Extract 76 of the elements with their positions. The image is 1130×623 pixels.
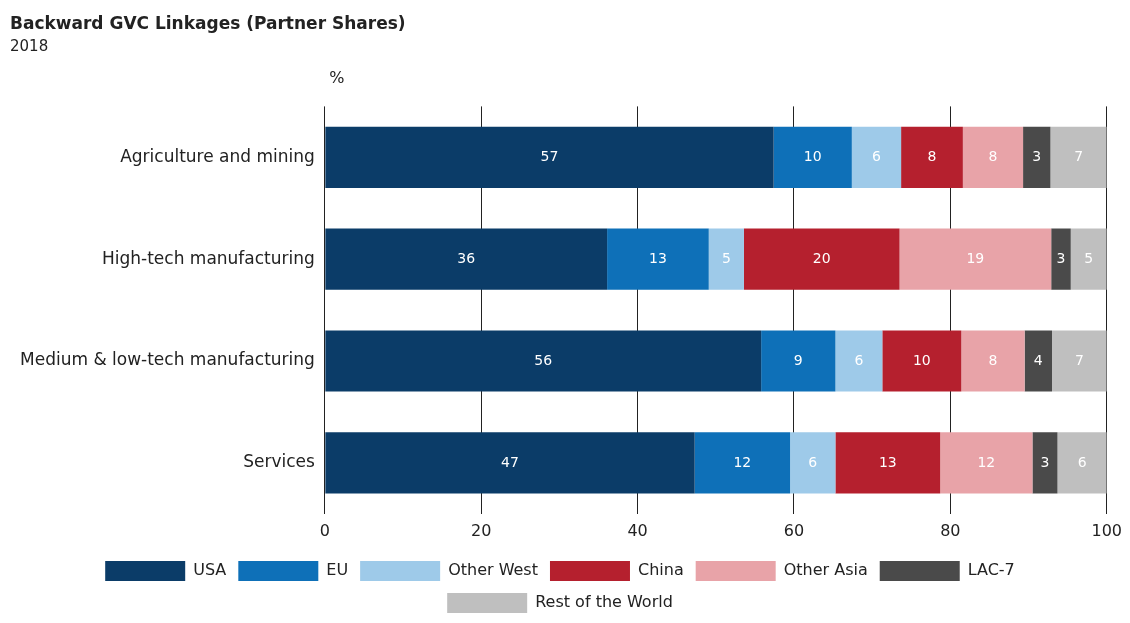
- data-label: 6: [1077, 453, 1087, 470]
- bar: [1050, 126, 1107, 188]
- bar: [325, 228, 608, 290]
- bar: [325, 432, 695, 494]
- legend-label: LAC-7: [967, 560, 1015, 580]
- data-label: 6: [854, 351, 864, 368]
- legend-label: Other Asia: [783, 560, 868, 580]
- bar: [607, 228, 709, 290]
- bar: [790, 432, 836, 494]
- legend-label: Other West: [448, 560, 538, 580]
- bar: [1032, 432, 1058, 494]
- data-label: 8: [927, 147, 937, 164]
- data-label: 10: [912, 351, 931, 368]
- data-label: 4: [1033, 351, 1043, 368]
- data-label: 8: [988, 351, 998, 368]
- data-label: 3: [1056, 249, 1066, 266]
- bar: [325, 126, 774, 188]
- x-tick-label: 80: [940, 520, 961, 540]
- data-label: 12: [977, 453, 996, 470]
- bar: [940, 432, 1033, 494]
- x-tick-label: 20: [471, 520, 492, 540]
- data-label: 10: [803, 147, 822, 164]
- bar: [761, 330, 836, 392]
- y-tick-label: Services: [243, 451, 315, 472]
- bar: [851, 126, 902, 188]
- x-axis-title: %: [329, 67, 345, 87]
- data-label: 5: [1084, 249, 1094, 266]
- bar: [882, 330, 962, 392]
- bar: [962, 126, 1024, 188]
- data-label: 47: [501, 453, 519, 470]
- bar: [1057, 432, 1107, 494]
- data-label: 19: [966, 249, 985, 266]
- x-tick-label: 40: [627, 520, 648, 540]
- bar: [961, 330, 1025, 392]
- data-label: 13: [878, 453, 897, 470]
- bar: [708, 228, 744, 290]
- data-label: 13: [649, 249, 667, 266]
- y-tick-label: High-tech manufacturing: [101, 247, 315, 268]
- bar: [899, 228, 1052, 290]
- legend-label: USA: [193, 560, 227, 580]
- bar: [901, 126, 963, 188]
- legend-label: China: [637, 560, 684, 580]
- bar: [835, 432, 941, 494]
- bar: [694, 432, 791, 494]
- y-tick-label: Medium & low-tech manufacturing: [20, 349, 315, 370]
- bar: [1052, 330, 1107, 392]
- bar: [1070, 228, 1107, 290]
- bar: [1023, 126, 1051, 188]
- bar: [743, 228, 900, 290]
- legend-label: Rest of the World: [535, 592, 673, 612]
- data-label: 20: [812, 249, 831, 266]
- legend-label: EU: [326, 560, 349, 580]
- bar: [325, 330, 762, 392]
- bar: [1024, 330, 1052, 392]
- data-label: 9: [793, 351, 803, 368]
- x-tick-label: 0: [319, 520, 330, 540]
- data-label: 6: [872, 147, 881, 164]
- bar: [835, 330, 883, 392]
- y-tick-label: Agriculture and mining: [120, 145, 315, 166]
- x-tick-label: 60: [783, 520, 805, 540]
- data-label: 8: [988, 147, 998, 164]
- data-label: 3: [1040, 453, 1050, 470]
- data-label: 57: [540, 147, 559, 164]
- data-label: 3: [1032, 147, 1042, 164]
- data-label: 6: [808, 453, 818, 470]
- bar: [1051, 228, 1071, 290]
- bar: [773, 126, 852, 188]
- data-label: 12: [733, 453, 752, 470]
- data-label: 56: [534, 351, 553, 368]
- data-label: 7: [1074, 147, 1084, 164]
- x-tick-label: 100: [1091, 520, 1122, 540]
- data-label: 5: [721, 249, 731, 266]
- data-label: 7: [1074, 351, 1084, 368]
- text: 2018: [10, 37, 49, 56]
- chart-title: Backward GVC Linkages (Partner Shares): [10, 12, 406, 33]
- data-label: 36: [457, 249, 476, 266]
